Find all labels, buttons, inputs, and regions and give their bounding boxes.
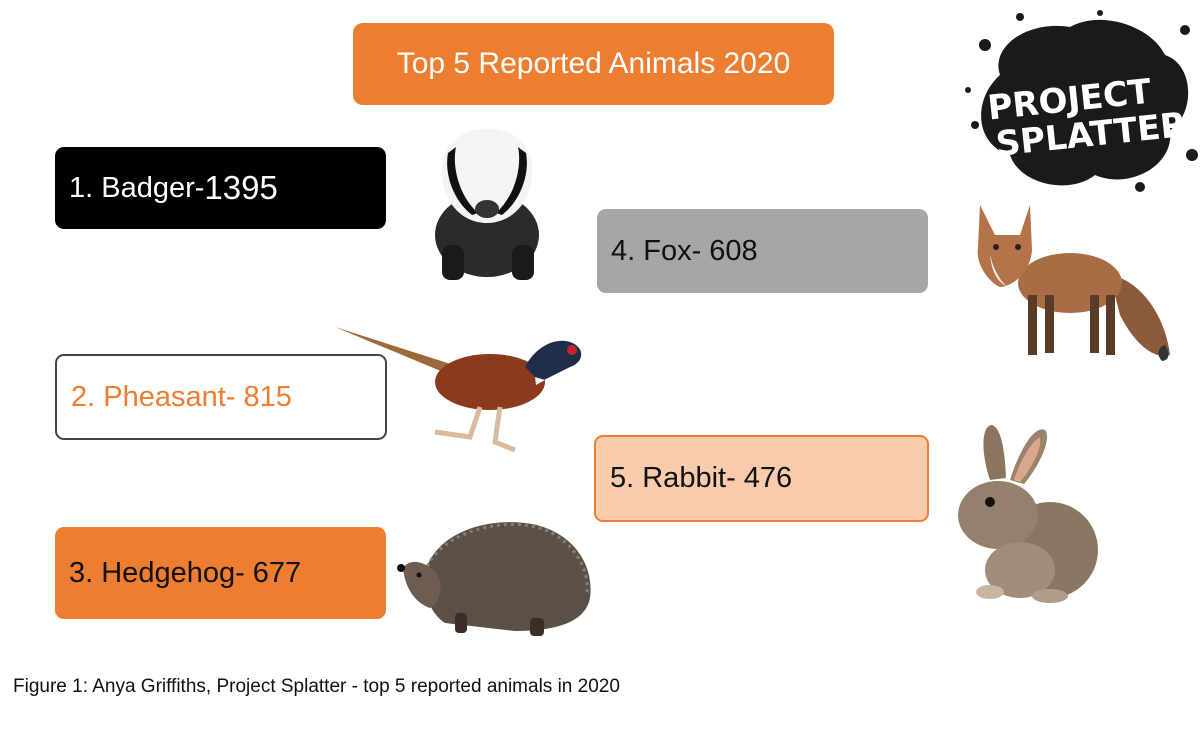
item-pheasant-label: 2. Pheasant- 815: [71, 380, 292, 413]
item-badger-count: 1395: [204, 169, 278, 206]
item-fox: 4. Fox- 608: [597, 209, 928, 293]
item-rabbit-label: 5. Rabbit- 476: [610, 462, 793, 494]
pheasant-image: [335, 327, 582, 453]
title-text: Top 5 Reported Animals 2020: [396, 47, 791, 80]
title-box: Top 5 Reported Animals 2020: [353, 23, 834, 105]
rabbit-image: [958, 425, 1098, 603]
item-badger: 1. Badger- 1395: [55, 147, 386, 229]
item-rabbit: 5. Rabbit- 476: [594, 435, 929, 522]
item-fox-label: 4. Fox- 608: [611, 234, 758, 267]
fox-image: [977, 205, 1170, 361]
figure-caption: Figure 1: Anya Griffiths, Project Splatt…: [13, 676, 620, 697]
project-splatter-logo: PROJECT SPLATTER: [965, 10, 1198, 192]
badger-image: [435, 128, 539, 280]
item-pheasant: 2. Pheasant- 815: [55, 354, 387, 440]
item-hedgehog-label: 3. Hedgehog- 677: [69, 556, 302, 589]
item-hedgehog: 3. Hedgehog- 677: [55, 527, 386, 619]
hedgehog-image: [397, 522, 591, 636]
item-badger-label: 1. Badger-: [69, 171, 205, 204]
